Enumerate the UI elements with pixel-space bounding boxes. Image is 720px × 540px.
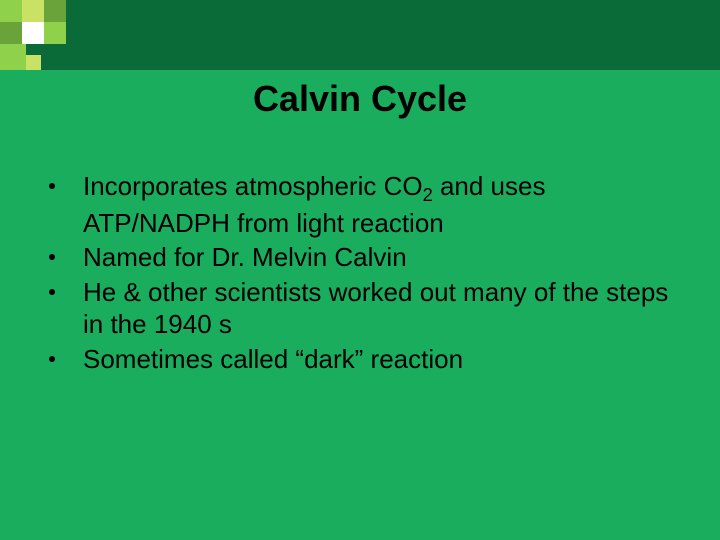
decor-square (26, 55, 41, 70)
bullet-item: He & other scientists worked out many of… (45, 276, 675, 341)
bullet-item: Named for Dr. Melvin Calvin (45, 241, 675, 274)
bullet-text: Incorporates atmospheric CO2 and uses AT… (83, 171, 545, 238)
body-area: Incorporates atmospheric CO2 and uses AT… (45, 170, 675, 377)
decor-square (22, 0, 44, 22)
bullet-text: He & other scientists worked out many of… (83, 277, 668, 340)
decor-square (0, 44, 26, 70)
bullet-dot-icon (49, 183, 55, 189)
decor-square (22, 22, 44, 44)
decor-square (66, 0, 88, 22)
decor-square (0, 0, 22, 22)
decor-square (44, 0, 66, 22)
bullet-dot-icon (49, 289, 55, 295)
decor-squares (0, 0, 180, 70)
decor-square (44, 22, 66, 44)
slide: Calvin Cycle Incorporates atmospheric CO… (0, 0, 720, 540)
bullet-text: Named for Dr. Melvin Calvin (83, 242, 407, 272)
bullet-dot-icon (49, 254, 55, 260)
decor-square (0, 22, 22, 44)
bullet-list: Incorporates atmospheric CO2 and uses AT… (45, 170, 675, 375)
title-area: Calvin Cycle (0, 78, 720, 120)
bullet-text: Sometimes called “dark” reaction (83, 344, 463, 374)
bullet-dot-icon (49, 356, 55, 362)
bullet-item: Incorporates atmospheric CO2 and uses AT… (45, 170, 675, 239)
bullet-item: Sometimes called “dark” reaction (45, 343, 675, 376)
slide-title: Calvin Cycle (0, 78, 720, 120)
